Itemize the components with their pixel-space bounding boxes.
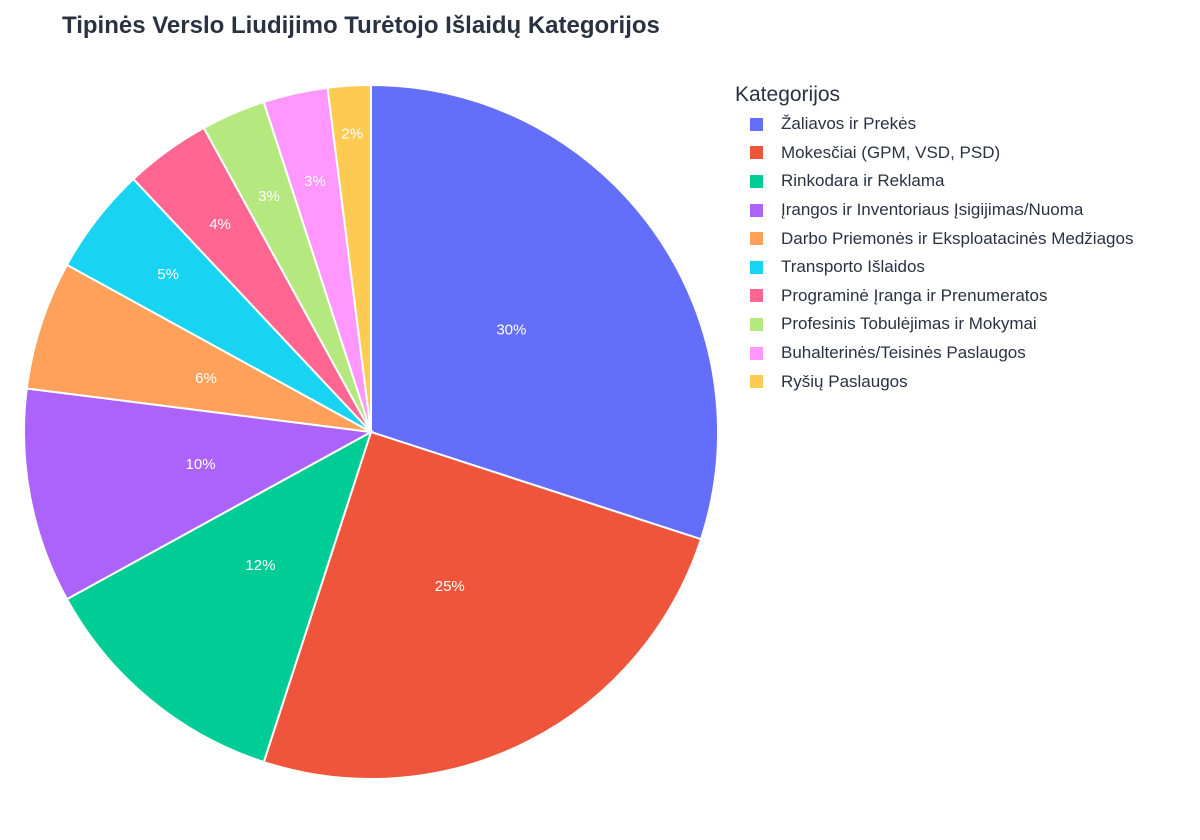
legend-swatch (750, 118, 763, 131)
legend-label: Ryšių Paslaugos (781, 372, 908, 392)
legend-swatch (750, 318, 763, 331)
slice-label-0: 30% (496, 322, 526, 339)
legend-label: Įrangos ir Inventoriaus Įsigijimas/Nuoma (781, 200, 1083, 220)
legend-title: Kategorijos (735, 80, 1133, 110)
pie-chart: 30% 25% 12% 10% 6% 5% 4% 3% 3% 2% (0, 0, 740, 840)
legend-label: Profesinis Tobulėjimas ir Mokymai (781, 314, 1037, 334)
legend-swatch (750, 289, 763, 302)
legend-label: Žaliavos ir Prekės (781, 114, 916, 134)
slice-label-5: 5% (157, 266, 179, 283)
slice-label-6: 4% (209, 216, 231, 233)
legend-swatch (750, 375, 763, 388)
legend-item-7[interactable]: Profesinis Tobulėjimas ir Mokymai (735, 310, 1133, 339)
slice-label-4: 6% (195, 370, 217, 387)
slice-label-9: 2% (341, 126, 363, 143)
slice-label-8: 3% (304, 173, 326, 190)
legend-swatch (750, 232, 763, 245)
legend-label: Buhalterinės/Teisinės Paslaugos (781, 343, 1026, 363)
legend-swatch (750, 175, 763, 188)
legend-item-4[interactable]: Darbo Priemonės ir Eksploatacinės Medžia… (735, 224, 1133, 253)
legend-item-1[interactable]: Mokesčiai (GPM, VSD, PSD) (735, 139, 1133, 168)
legend-label: Programinė Įranga ir Prenumeratos (781, 286, 1047, 306)
legend-label: Darbo Priemonės ir Eksploatacinės Medžia… (781, 229, 1133, 249)
legend-item-5[interactable]: Transporto Išlaidos (735, 253, 1133, 282)
slice-label-3: 10% (186, 456, 216, 473)
legend-swatch (750, 204, 763, 217)
legend-label: Transporto Išlaidos (781, 257, 925, 277)
legend-label: Rinkodara ir Reklama (781, 171, 944, 191)
slice-label-1: 25% (435, 578, 465, 595)
legend-item-3[interactable]: Įrangos ir Inventoriaus Įsigijimas/Nuoma (735, 196, 1133, 225)
slice-label-7: 3% (258, 188, 280, 205)
legend: Kategorijos Žaliavos ir Prekės Mokesčiai … (735, 80, 1133, 396)
legend-swatch (750, 347, 763, 360)
legend-item-0[interactable]: Žaliavos ir Prekės (735, 110, 1133, 139)
legend-label: Mokesčiai (GPM, VSD, PSD) (781, 143, 1000, 163)
legend-item-8[interactable]: Buhalterinės/Teisinės Paslaugos (735, 339, 1133, 368)
legend-swatch (750, 146, 763, 159)
legend-item-6[interactable]: Programinė Įranga ir Prenumeratos (735, 282, 1133, 311)
legend-item-9[interactable]: Ryšių Paslaugos (735, 367, 1133, 396)
slice-label-2: 12% (245, 557, 275, 574)
legend-item-2[interactable]: Rinkodara ir Reklama (735, 167, 1133, 196)
legend-swatch (750, 261, 763, 274)
